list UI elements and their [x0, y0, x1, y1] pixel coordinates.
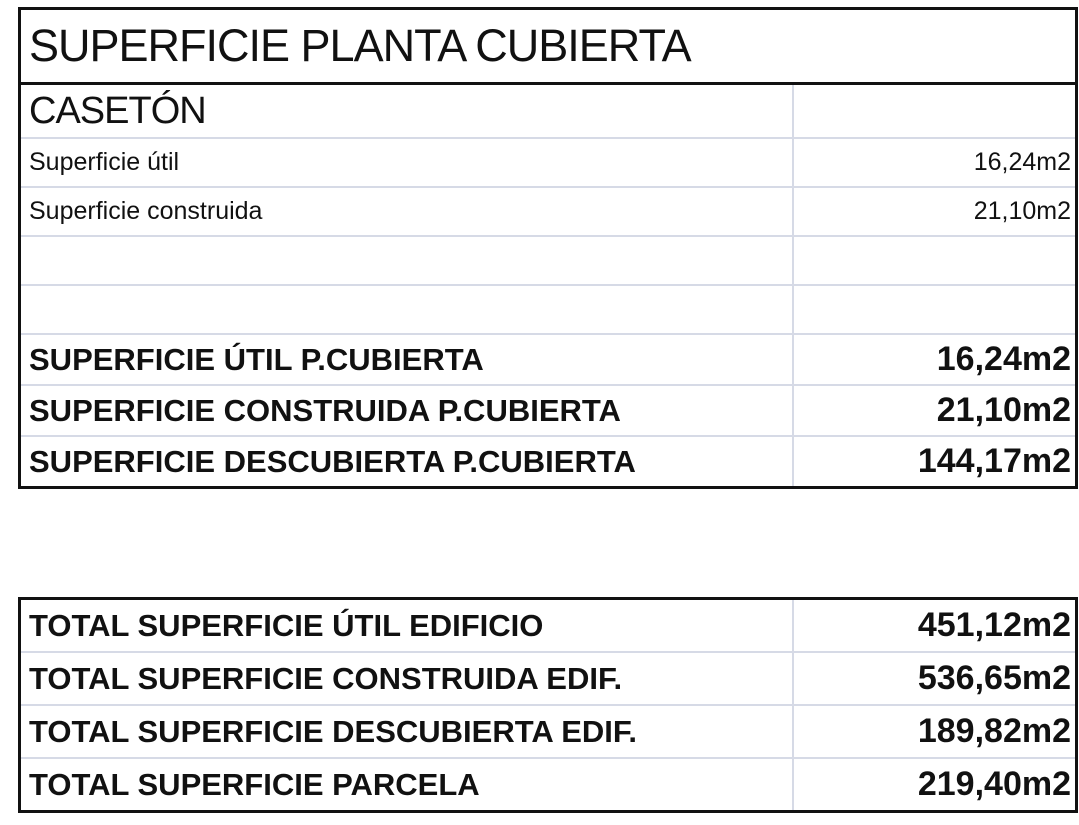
row-label: Superficie construida — [18, 186, 794, 237]
row-value: 16,24m2 — [791, 333, 1078, 386]
empty-row — [18, 284, 1078, 335]
row-value: 451,12m2 — [791, 597, 1078, 653]
total-row: TOTAL SUPERFICIE ÚTIL EDIFICIO 451,12m2 — [18, 597, 1078, 653]
row-value: 144,17m2 — [791, 435, 1078, 489]
total-row: TOTAL SUPERFICIE CONSTRUIDA EDIF. 536,65… — [18, 651, 1078, 706]
empty-row — [18, 235, 1078, 286]
row-label: TOTAL SUPERFICIE ÚTIL EDIFICIO — [18, 597, 794, 653]
table-title-row: SUPERFICIE PLANTA CUBIERTA — [18, 7, 1078, 85]
table-title: SUPERFICIE PLANTA CUBIERTA — [18, 7, 1078, 85]
row-label: SUPERFICIE ÚTIL P.CUBIERTA — [18, 333, 794, 386]
empty-cell — [791, 82, 1078, 139]
totales-table: TOTAL SUPERFICIE ÚTIL EDIFICIO 451,12m2 … — [18, 597, 1078, 813]
row-value: 16,24m2 — [791, 137, 1078, 188]
summary-row: SUPERFICIE DESCUBIERTA P.CUBIERTA 144,17… — [18, 435, 1078, 489]
empty-cell — [18, 235, 794, 286]
total-row: TOTAL SUPERFICIE PARCELA 219,40m2 — [18, 757, 1078, 813]
section-label: CASETÓN — [18, 82, 794, 139]
total-row: TOTAL SUPERFICIE DESCUBIERTA EDIF. 189,8… — [18, 704, 1078, 759]
table-row: Superficie útil 16,24m2 — [18, 137, 1078, 188]
row-label: TOTAL SUPERFICIE PARCELA — [18, 757, 794, 813]
table-row: Superficie construida 21,10m2 — [18, 186, 1078, 237]
row-value: 21,10m2 — [791, 384, 1078, 437]
section-row: CASETÓN — [18, 82, 1078, 139]
planta-cubierta-table: SUPERFICIE PLANTA CUBIERTA CASETÓN Super… — [18, 7, 1078, 489]
row-value: 21,10m2 — [791, 186, 1078, 237]
row-label: SUPERFICIE DESCUBIERTA P.CUBIERTA — [18, 435, 794, 489]
row-label: TOTAL SUPERFICIE DESCUBIERTA EDIF. — [18, 704, 794, 759]
empty-cell — [791, 284, 1078, 335]
empty-cell — [791, 235, 1078, 286]
summary-row: SUPERFICIE ÚTIL P.CUBIERTA 16,24m2 — [18, 333, 1078, 386]
empty-cell — [18, 284, 794, 335]
row-value: 189,82m2 — [791, 704, 1078, 759]
row-label: SUPERFICIE CONSTRUIDA P.CUBIERTA — [18, 384, 794, 437]
row-value: 536,65m2 — [791, 651, 1078, 706]
row-value: 219,40m2 — [791, 757, 1078, 813]
row-label: Superficie útil — [18, 137, 794, 188]
row-label: TOTAL SUPERFICIE CONSTRUIDA EDIF. — [18, 651, 794, 706]
summary-row: SUPERFICIE CONSTRUIDA P.CUBIERTA 21,10m2 — [18, 384, 1078, 437]
